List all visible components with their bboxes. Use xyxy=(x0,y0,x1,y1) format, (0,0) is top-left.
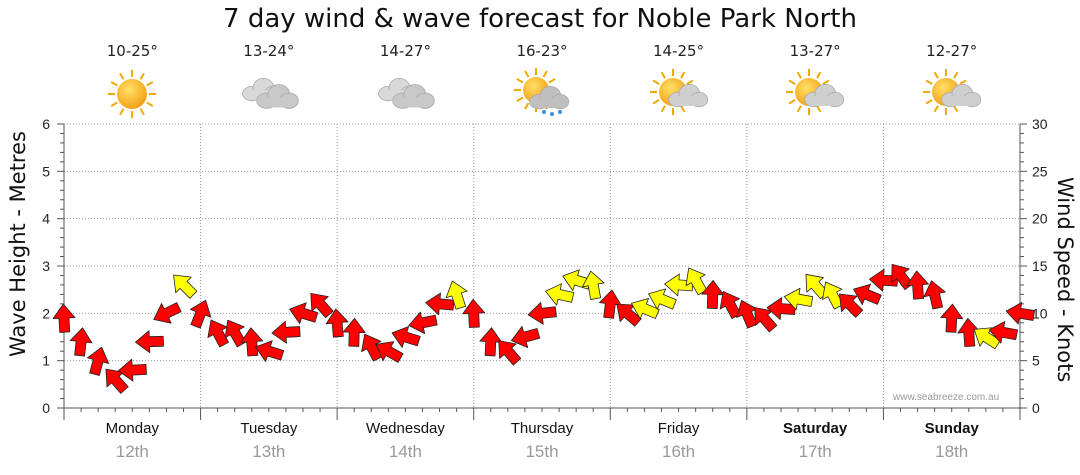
x-date-label: 13th xyxy=(252,442,286,461)
wind-arrow xyxy=(853,283,882,305)
x-date-label: 14th xyxy=(388,442,422,461)
temperature-range: 13-27° xyxy=(789,42,841,60)
y-tick-label-right: 15 xyxy=(1032,258,1048,274)
sun-cloud-rain-icon xyxy=(512,68,572,120)
wind-arrow xyxy=(783,287,814,311)
wind-arrow xyxy=(391,326,421,348)
temperature-range: 16-23° xyxy=(516,42,568,60)
wind-arrow xyxy=(255,340,285,363)
y-tick-label-right: 10 xyxy=(1032,305,1048,321)
y-tick-label-right: 5 xyxy=(1032,353,1040,369)
day-forecast-header: 16-23° xyxy=(482,42,602,120)
y-tick-label-right: 20 xyxy=(1032,211,1048,227)
y-tick-label-left: 3 xyxy=(42,258,50,274)
y-tick-label-left: 2 xyxy=(42,305,50,321)
wind-arrow xyxy=(105,368,129,394)
day-forecast-header: 10-25° xyxy=(72,42,192,120)
x-date-label: 18th xyxy=(935,442,969,461)
wind-arrow xyxy=(923,280,946,310)
wind-arrow xyxy=(957,317,981,348)
day-forecast-header: 13-27° xyxy=(755,42,875,120)
y-tick-label-left: 1 xyxy=(42,353,50,369)
watermark: www.seabreeze.com.au xyxy=(893,392,1000,403)
y-axis-right-title: Wind Speed - Knots xyxy=(1053,177,1077,383)
wind-arrow xyxy=(375,341,404,363)
wind-arrow xyxy=(685,267,708,296)
temperature-range: 14-25° xyxy=(653,42,705,60)
y-tick-label-right: 0 xyxy=(1032,400,1040,416)
wind-arrow xyxy=(325,308,349,338)
partly-cloudy-icon xyxy=(649,68,709,120)
wind-arrow xyxy=(598,289,622,319)
wind-arrow xyxy=(271,320,301,344)
x-date-label: 17th xyxy=(798,442,832,461)
x-day-label: Thursday xyxy=(510,420,574,437)
y-tick-label-right: 30 xyxy=(1032,116,1048,132)
partly-cloudy-icon xyxy=(785,68,845,120)
wind-arrow xyxy=(189,299,212,329)
wind-arrow xyxy=(52,303,76,333)
x-day-label: Monday xyxy=(105,420,159,437)
wind-arrow xyxy=(545,283,575,306)
temperature-range: 10-25° xyxy=(106,42,158,60)
day-forecast-header: 13-24° xyxy=(209,42,329,120)
chart-axes: 0 01 52 103 154 205 256 30 xyxy=(42,116,1048,420)
x-day-label: Tuesday xyxy=(240,420,298,437)
wind-arrow xyxy=(207,319,229,348)
cloudy-icon xyxy=(375,68,436,120)
sunny-icon xyxy=(102,68,162,120)
wind-arrow xyxy=(408,311,438,334)
x-day-label: Wednesday xyxy=(365,420,445,437)
y-tick-label-left: 4 xyxy=(42,211,50,227)
wind-arrow xyxy=(153,302,182,324)
y-axis-left-title: Wave Height - Metres xyxy=(6,131,30,357)
page-title: 7 day wind & wave forecast for Noble Par… xyxy=(223,4,857,34)
wind-arrow xyxy=(87,346,110,376)
wind-arrow xyxy=(510,325,541,349)
y-tick-label-left: 5 xyxy=(42,163,50,179)
wind-arrow xyxy=(425,292,455,316)
wind-arrow xyxy=(1005,302,1036,325)
wind-arrow xyxy=(69,327,93,357)
day-forecast-header: 12-27° xyxy=(892,42,1012,120)
wind-arrow xyxy=(342,317,366,347)
wind-arrow xyxy=(310,293,334,319)
temperature-range: 13-24° xyxy=(243,42,295,60)
wind-arrow xyxy=(479,327,503,357)
wind-arrow xyxy=(498,340,522,366)
wind-arrow xyxy=(940,303,964,333)
y-tick-label-left: 0 xyxy=(42,400,50,416)
wind-arrow xyxy=(135,330,164,354)
x-date-label: 15th xyxy=(525,442,559,461)
x-day-label: Sunday xyxy=(924,420,979,437)
wind-arrow xyxy=(648,288,677,310)
temperature-range: 14-27° xyxy=(379,42,431,60)
cloudy-icon xyxy=(239,68,299,120)
y-tick-label-right: 25 xyxy=(1032,163,1048,179)
temperature-range: 12-27° xyxy=(926,42,978,60)
wind-arrow xyxy=(906,270,929,300)
x-day-label: Saturday xyxy=(783,420,848,437)
y-tick-label-left: 6 xyxy=(42,116,50,132)
day-forecast-header: 14-25° xyxy=(619,42,739,120)
wind-arrow xyxy=(527,301,557,325)
day-forecast-header: 14-27° xyxy=(345,42,465,120)
wind-arrow xyxy=(462,298,486,328)
wind-arrow xyxy=(754,307,778,333)
wind-arrow xyxy=(988,321,1018,344)
wind-arrow xyxy=(289,302,319,325)
chart-grid xyxy=(64,123,1020,408)
wind-arrow xyxy=(839,293,864,318)
x-date-label: 16th xyxy=(662,442,696,461)
wind-arrow xyxy=(701,280,725,309)
wind-arrow xyxy=(173,274,198,299)
partly-cloudy-icon xyxy=(922,68,982,120)
wind-arrow xyxy=(117,358,147,382)
wind-arrow xyxy=(581,270,605,300)
wind-arrow xyxy=(445,280,468,310)
x-day-label: Friday xyxy=(657,420,700,437)
x-date-label: 12th xyxy=(115,442,149,461)
wind-arrows xyxy=(52,263,1036,394)
